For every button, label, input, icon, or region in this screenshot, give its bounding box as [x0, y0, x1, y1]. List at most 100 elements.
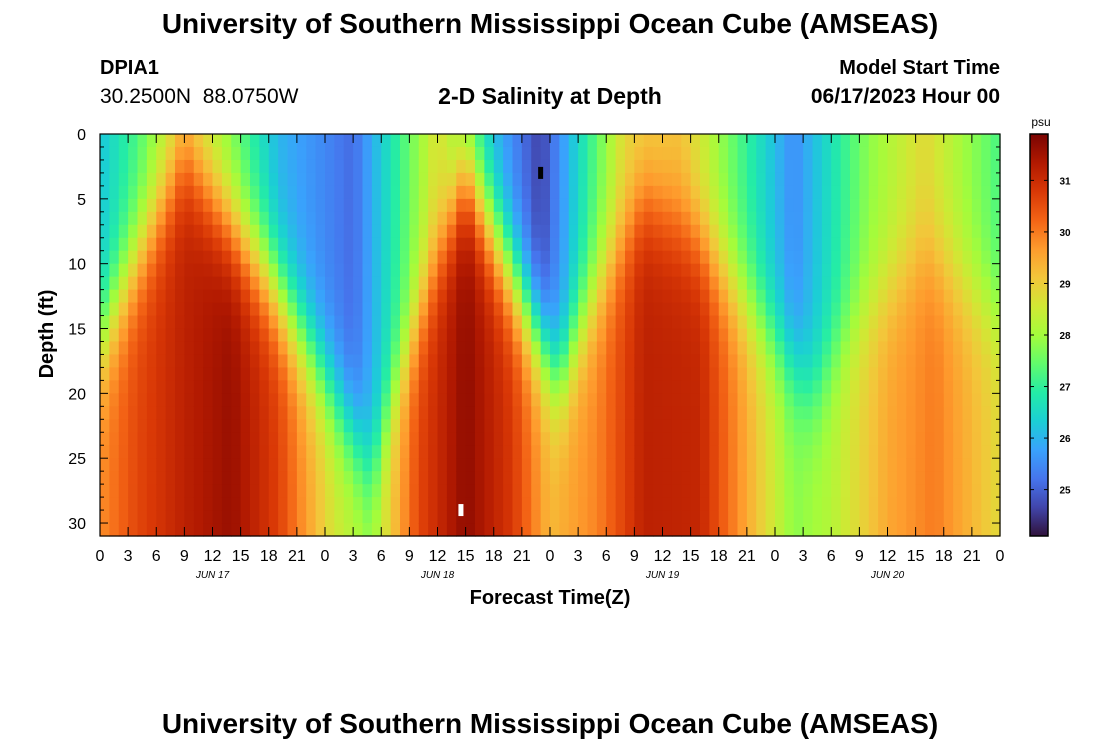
- heatmap-cell: [390, 471, 401, 485]
- heatmap-cell: [334, 146, 345, 161]
- heatmap-cell: [512, 419, 523, 433]
- heatmap-cell: [765, 354, 776, 369]
- heatmap-cell: [259, 484, 270, 498]
- heatmap-cell: [381, 406, 392, 420]
- heatmap-cell: [953, 354, 964, 369]
- heatmap-cell: [550, 289, 560, 304]
- heatmap-cell: [165, 276, 176, 291]
- heatmap-cell: [146, 484, 157, 498]
- heatmap-cell: [156, 341, 167, 356]
- heatmap-cell: [606, 224, 617, 239]
- heatmap-cell: [578, 172, 589, 187]
- heatmap-cell: [493, 198, 504, 213]
- heatmap-cell: [184, 172, 195, 187]
- heatmap-cell: [137, 380, 148, 394]
- heatmap-cell: [925, 185, 935, 200]
- heatmap-cell: [596, 393, 607, 407]
- heatmap-cell: [446, 419, 457, 433]
- heatmap-cell: [990, 237, 1001, 252]
- heatmap-cell: [990, 250, 1001, 265]
- heatmap-cell: [221, 432, 232, 446]
- heatmap-cell: [775, 315, 785, 330]
- heatmap-cell: [306, 198, 317, 213]
- heatmap-cell: [456, 341, 467, 356]
- heatmap-cell: [550, 211, 560, 226]
- heatmap-cell: [859, 445, 870, 459]
- heatmap-cell: [221, 393, 232, 407]
- heatmap-cell: [203, 224, 214, 239]
- heatmap-cell: [700, 224, 710, 239]
- heatmap-cell: [587, 380, 598, 394]
- heatmap-cell: [943, 497, 954, 511]
- heatmap-cell: [231, 432, 242, 446]
- heatmap-cell: [390, 406, 401, 420]
- heatmap-cell: [578, 341, 589, 356]
- heatmap-cell: [728, 263, 739, 278]
- heatmap-cell: [709, 134, 720, 148]
- heatmap-cell: [437, 224, 448, 239]
- heatmap-cell: [493, 341, 504, 356]
- heatmap-cell: [146, 185, 157, 200]
- heatmap-cell: [643, 185, 654, 200]
- heatmap-cell: [306, 354, 317, 369]
- heatmap-cell: [268, 172, 279, 187]
- heatmap-cell: [428, 471, 439, 485]
- heatmap-cell: [390, 510, 401, 524]
- heatmap-cell: [287, 263, 298, 278]
- heatmap-cell: [943, 224, 954, 239]
- day-label: JUN 20: [870, 570, 905, 581]
- heatmap-cell: [587, 471, 598, 485]
- heatmap-cell: [868, 315, 879, 330]
- heatmap-cell: [550, 341, 560, 356]
- heatmap-cell: [718, 380, 729, 394]
- x-axis: 0 3 6 9 12 15 18 21 0 3 6 9 12 15 18 21 0 3 6 9 12 15 18 21 0 3 6 9…: [96, 134, 1005, 581]
- heatmap-cell: [240, 146, 251, 161]
- heatmap-cell: [728, 315, 739, 330]
- heatmap-cell: [137, 341, 148, 356]
- heatmap-cell: [165, 367, 176, 381]
- heatmap-cell: [737, 393, 748, 407]
- heatmap-cell: [306, 367, 317, 381]
- heatmap-cell: [109, 211, 120, 226]
- heatmap-cell: [484, 432, 495, 446]
- heatmap-cell: [587, 341, 598, 356]
- heatmap-cell: [128, 134, 139, 148]
- heatmap-cell: [156, 367, 167, 381]
- heatmap-cell: [503, 380, 514, 394]
- heatmap-cell: [578, 510, 589, 524]
- heatmap-cell: [390, 419, 401, 433]
- heatmap-cell: [887, 224, 898, 239]
- heatmap-cell: [821, 159, 832, 174]
- heatmap-cell: [118, 289, 129, 304]
- heatmap-cell: [212, 250, 223, 265]
- heatmap-cell: [550, 302, 560, 317]
- heatmap-cell: [662, 185, 673, 200]
- heatmap-cell: [221, 134, 232, 148]
- heatmap-cell: [381, 458, 392, 472]
- heatmap-cell: [831, 263, 842, 278]
- heatmap-cell: [662, 159, 673, 174]
- heatmap-cell: [596, 315, 607, 330]
- heatmap-cell: [400, 302, 410, 317]
- heatmap-cell: [840, 172, 851, 187]
- heatmap-cell: [971, 484, 982, 498]
- heatmap-cell: [128, 224, 139, 239]
- heatmap-cell: [540, 224, 551, 239]
- heatmap-cell: [568, 471, 579, 485]
- heatmap-cell: [437, 497, 448, 511]
- heatmap-cell: [587, 159, 598, 174]
- heatmap-cell: [896, 146, 907, 161]
- heatmap-cell: [250, 523, 260, 537]
- heatmap-cell: [615, 302, 626, 317]
- heatmap-cell: [653, 419, 664, 433]
- heatmap-cell: [803, 198, 814, 213]
- heatmap-cell: [943, 315, 954, 330]
- heatmap-cell: [343, 263, 354, 278]
- x-tick-label: 0: [321, 548, 330, 565]
- heatmap-cell: [221, 497, 232, 511]
- heatmap-cell: [268, 510, 279, 524]
- heatmap-cell: [221, 328, 232, 343]
- heatmap-cell: [137, 445, 148, 459]
- heatmap-cell: [850, 224, 860, 239]
- heatmap-cell: [587, 237, 598, 252]
